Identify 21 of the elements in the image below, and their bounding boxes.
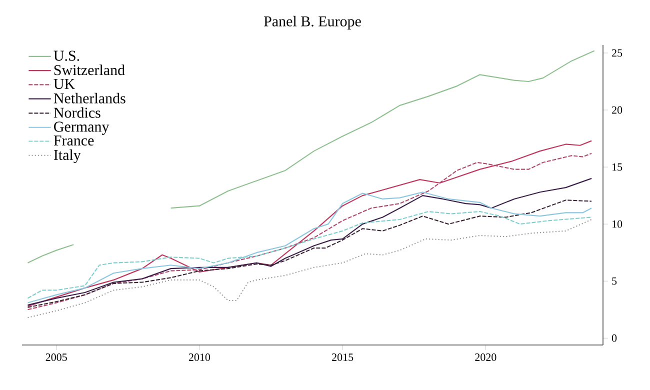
x-tick-label: 2005 xyxy=(46,354,67,361)
legend-label: U.S. xyxy=(54,50,80,61)
legend-label: Italy xyxy=(54,149,81,164)
line-series xyxy=(27,218,592,318)
chart-title: Panel B. Europe xyxy=(264,16,361,30)
legend-label: UK xyxy=(54,79,75,89)
legend-label: France xyxy=(54,136,94,146)
line-series xyxy=(27,210,592,299)
y-tick-label: 25 xyxy=(612,49,622,57)
legend-label: Netherlands xyxy=(54,92,126,104)
y-tick-label: 0 xyxy=(612,334,617,342)
x-tick-label: 2020 xyxy=(475,354,496,361)
y-tick-label: 20 xyxy=(612,106,622,114)
y-tick-label: 15 xyxy=(612,163,622,171)
legend-label: Switzerland xyxy=(54,64,125,76)
y-tick-label: 10 xyxy=(612,220,622,228)
legend-label: Nordics xyxy=(54,107,100,118)
x-tick-label: 2015 xyxy=(332,354,354,361)
y-tick-label: 5 xyxy=(612,277,617,285)
x-tick-label: 2010 xyxy=(188,354,210,361)
legend-label: Germany xyxy=(54,122,110,135)
